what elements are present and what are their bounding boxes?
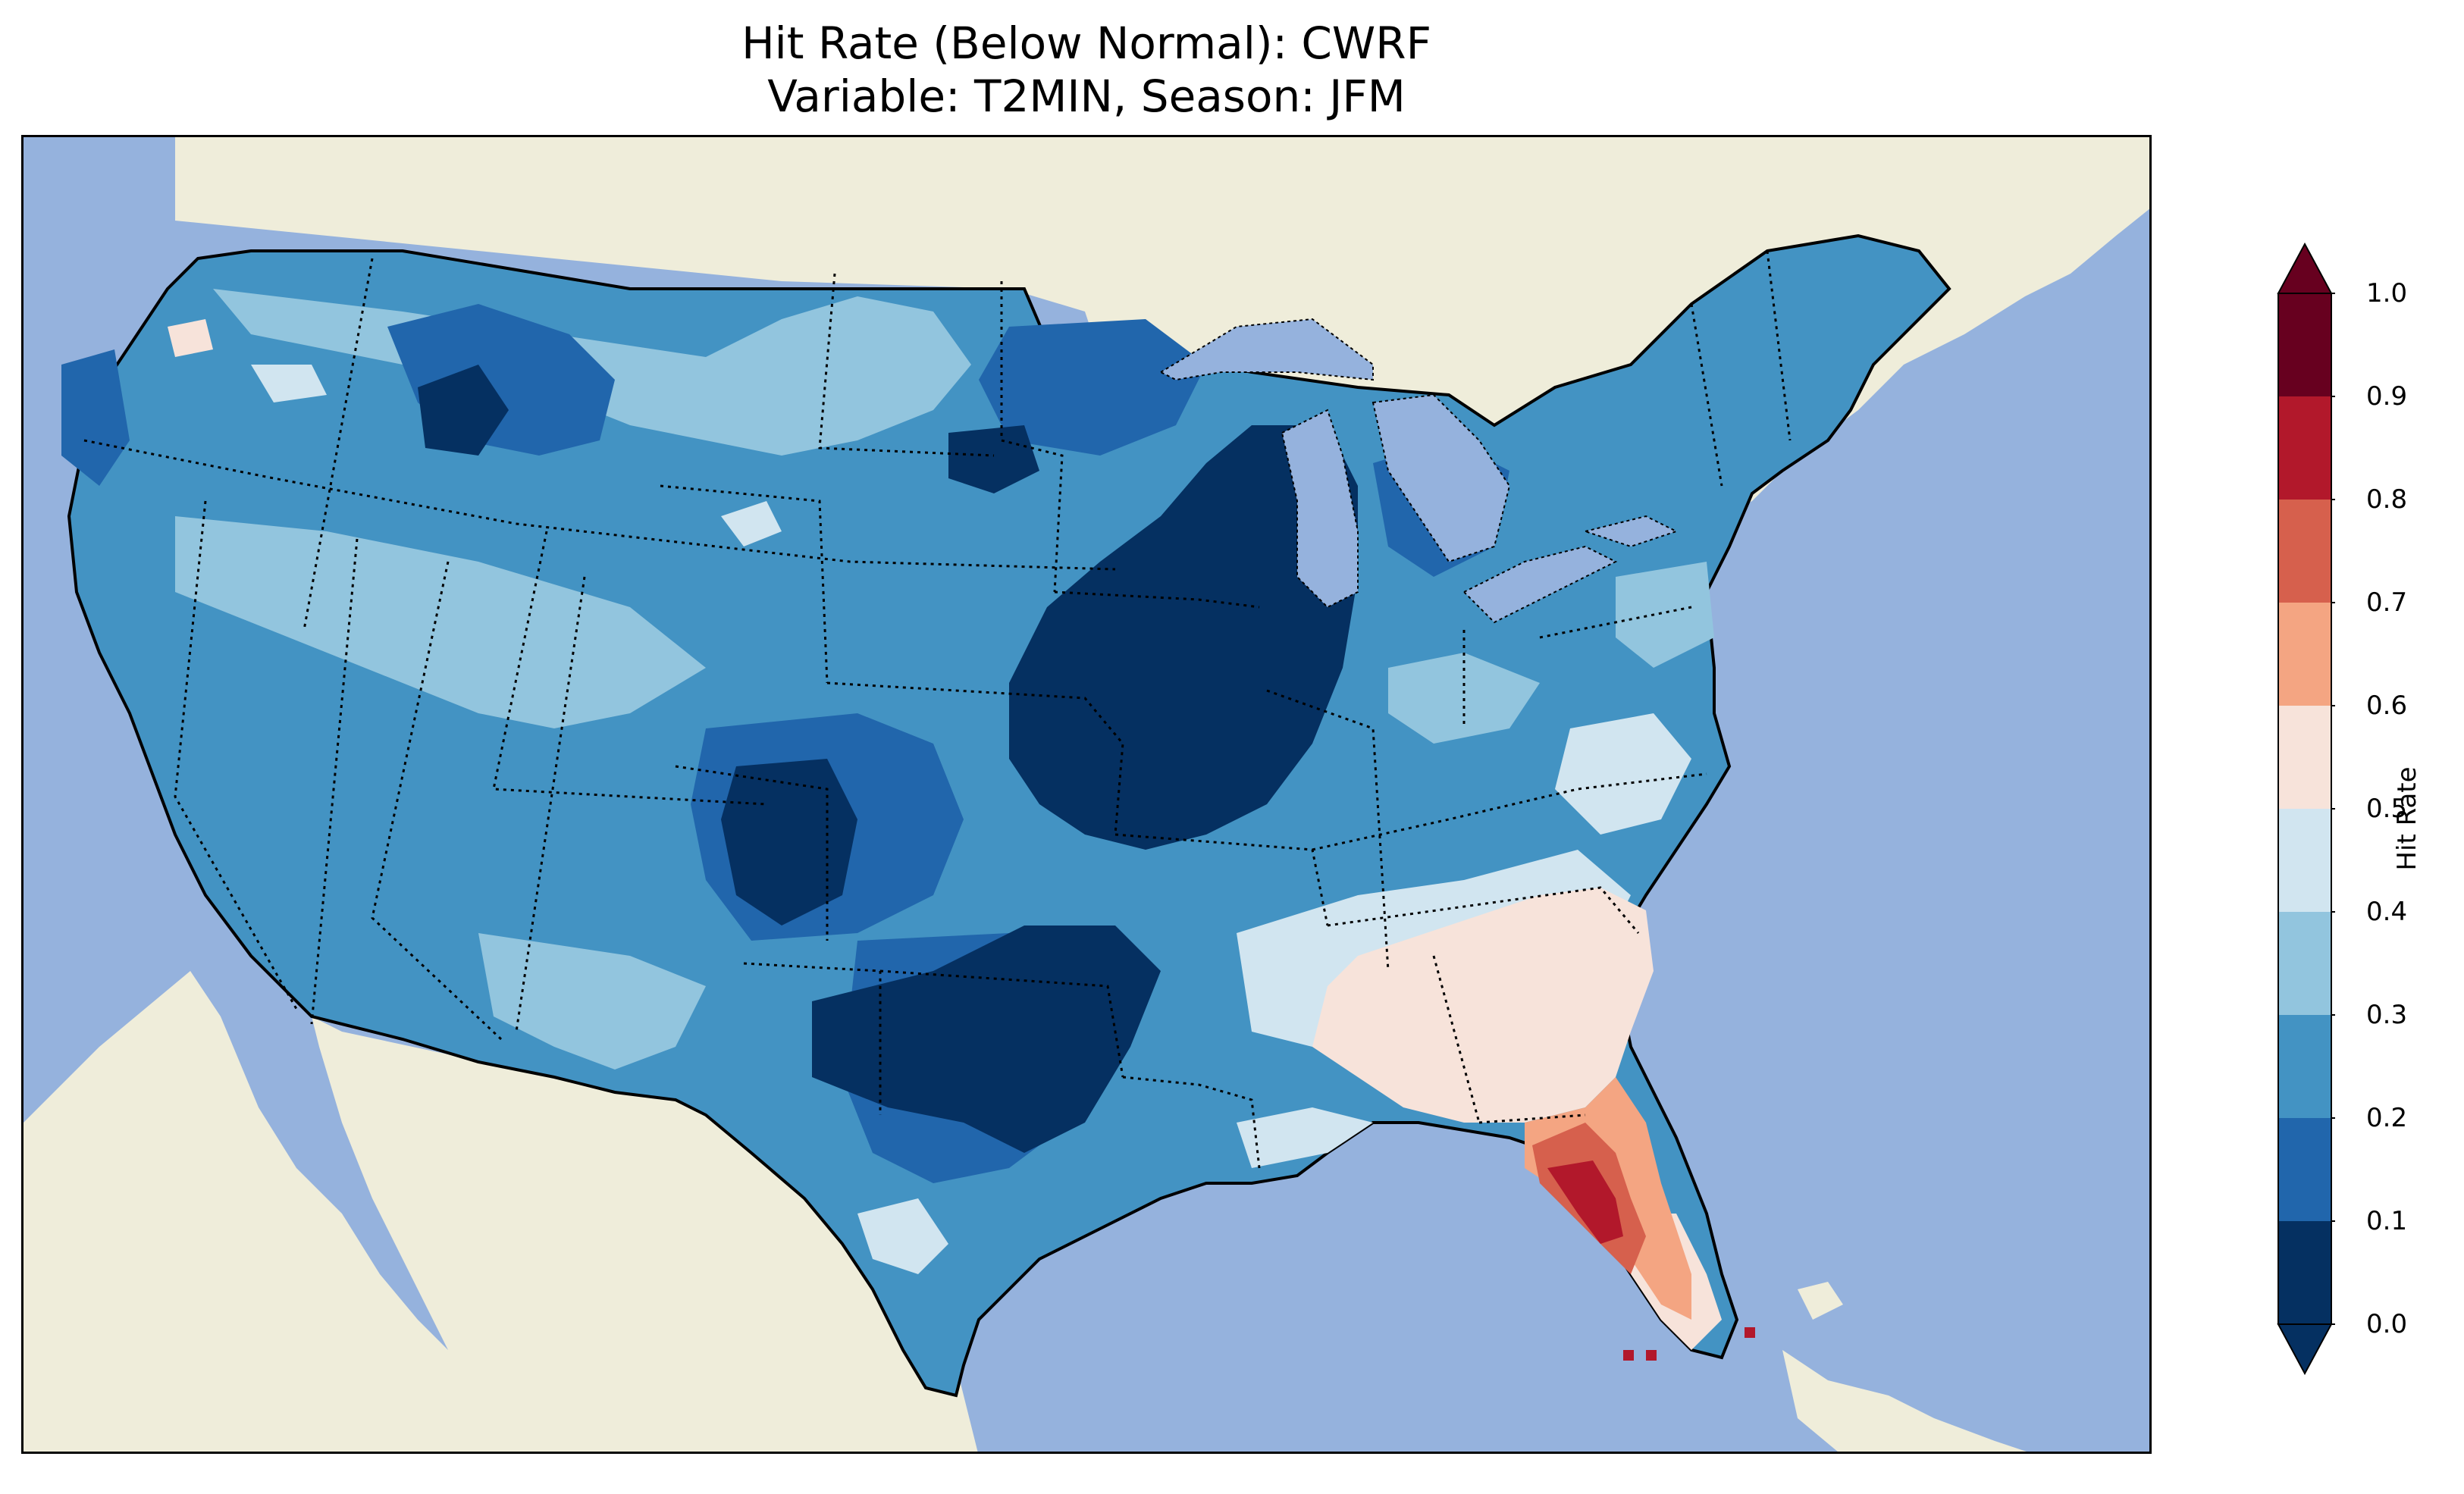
map-title-line2: Variable: T2MIN, Season: JFM	[767, 70, 1406, 122]
great-lakes	[1158, 318, 1679, 624]
cuba-land	[1782, 1350, 2027, 1452]
colorbar-bin-0.1-0.2	[2278, 1118, 2331, 1221]
lake-michigan	[1281, 409, 1359, 609]
colorbar-tick-label: 0.7	[2366, 587, 2408, 618]
colorbar-tick-label: 0.1	[2366, 1206, 2408, 1236]
colorbar-tick-label: 0.5	[2366, 794, 2408, 824]
colorbar-tick-label: 0.8	[2366, 484, 2408, 515]
colorbar-bin-0.6-0.7	[2278, 603, 2331, 706]
colorbar-extend-min	[2277, 1323, 2333, 1376]
hit-rate-0.0-0.1-regions	[418, 365, 1358, 1153]
hit-rate-0.8-0.9-islands	[1623, 1327, 1755, 1361]
colorbar-tick-label: 0.6	[2366, 691, 2408, 721]
colorbar-tick-label: 0.0	[2366, 1309, 2408, 1339]
colorbar-bin-0.8-0.9	[2278, 396, 2331, 500]
colorbar-tick-label: 0.4	[2366, 897, 2408, 927]
colorbar-extend-max	[2277, 242, 2333, 294]
lake-erie	[1462, 545, 1618, 624]
colorbar-label: Hit Rate	[2392, 766, 2422, 871]
colorbar-bin-0.3-0.4	[2278, 912, 2331, 1015]
colorbar-tick-label: 1.0	[2366, 278, 2408, 309]
colorbar-bin-0.7-0.8	[2278, 500, 2331, 603]
colorbar-bin-0.5-0.6	[2278, 706, 2331, 809]
map-panel	[21, 135, 2152, 1454]
colorbar-tick-label: 0.2	[2366, 1103, 2408, 1133]
bahamas-land	[1798, 1282, 1843, 1320]
colorbar	[2277, 242, 2335, 1376]
map-title-line1: Hit Rate (Below Normal): CWRF	[741, 17, 1431, 69]
lake-superior	[1158, 318, 1374, 381]
colorbar-bin-0.0-0.1	[2278, 1221, 2331, 1324]
hit-rate-0.8-0.9-region	[1547, 1160, 1623, 1244]
colorbar-bin-0.4-0.5	[2278, 809, 2331, 912]
state-borders	[83, 250, 1792, 1169]
lake-ontario	[1582, 515, 1679, 548]
colorbar-bin-0.9-1.0	[2278, 293, 2331, 396]
colorbar-tick-label: 0.9	[2366, 381, 2408, 412]
map-canvas	[24, 137, 2149, 1452]
colorbar-bin-0.2-0.3	[2278, 1015, 2331, 1118]
colorbar-tick-label: 0.3	[2366, 1000, 2408, 1030]
mexico-land	[24, 971, 978, 1452]
lake-huron	[1372, 393, 1511, 563]
